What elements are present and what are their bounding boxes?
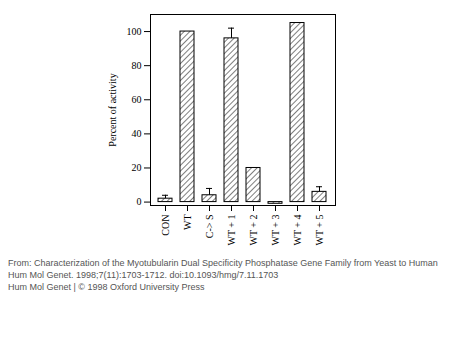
svg-text:WT + 3: WT + 3 — [270, 215, 281, 246]
html-text:From: Characterization of the: From: Characterization of the Myotubular… — [8, 258, 438, 268]
svg-text:WT: WT — [182, 215, 193, 231]
svg-text:60: 60 — [132, 94, 142, 105]
svg-text:40: 40 — [132, 128, 142, 139]
html-text:Hum Mol Genet. 1998;7(11):1703: Hum Mol Genet. 1998;7(11):1703-1712. doi… — [8, 270, 279, 280]
svg-text:100: 100 — [127, 26, 142, 37]
svg-text:WT + 5: WT + 5 — [314, 215, 325, 246]
svg-text:C-> S: C-> S — [204, 215, 215, 239]
svg-text:Percent of activity: Percent of activity — [107, 73, 118, 146]
svg-text:20: 20 — [132, 162, 142, 173]
svg-text:80: 80 — [132, 60, 142, 71]
svg-text:CON: CON — [160, 215, 171, 236]
svg-text:WT + 4: WT + 4 — [292, 215, 303, 246]
html-text:Hum Mol Genet | © 1998 Oxford: Hum Mol Genet | © 1998 Oxford University… — [8, 282, 205, 292]
svg-text:WT + 1: WT + 1 — [226, 215, 237, 246]
svg-text:WT + 2: WT + 2 — [248, 215, 259, 246]
svg-text:0: 0 — [137, 196, 142, 207]
